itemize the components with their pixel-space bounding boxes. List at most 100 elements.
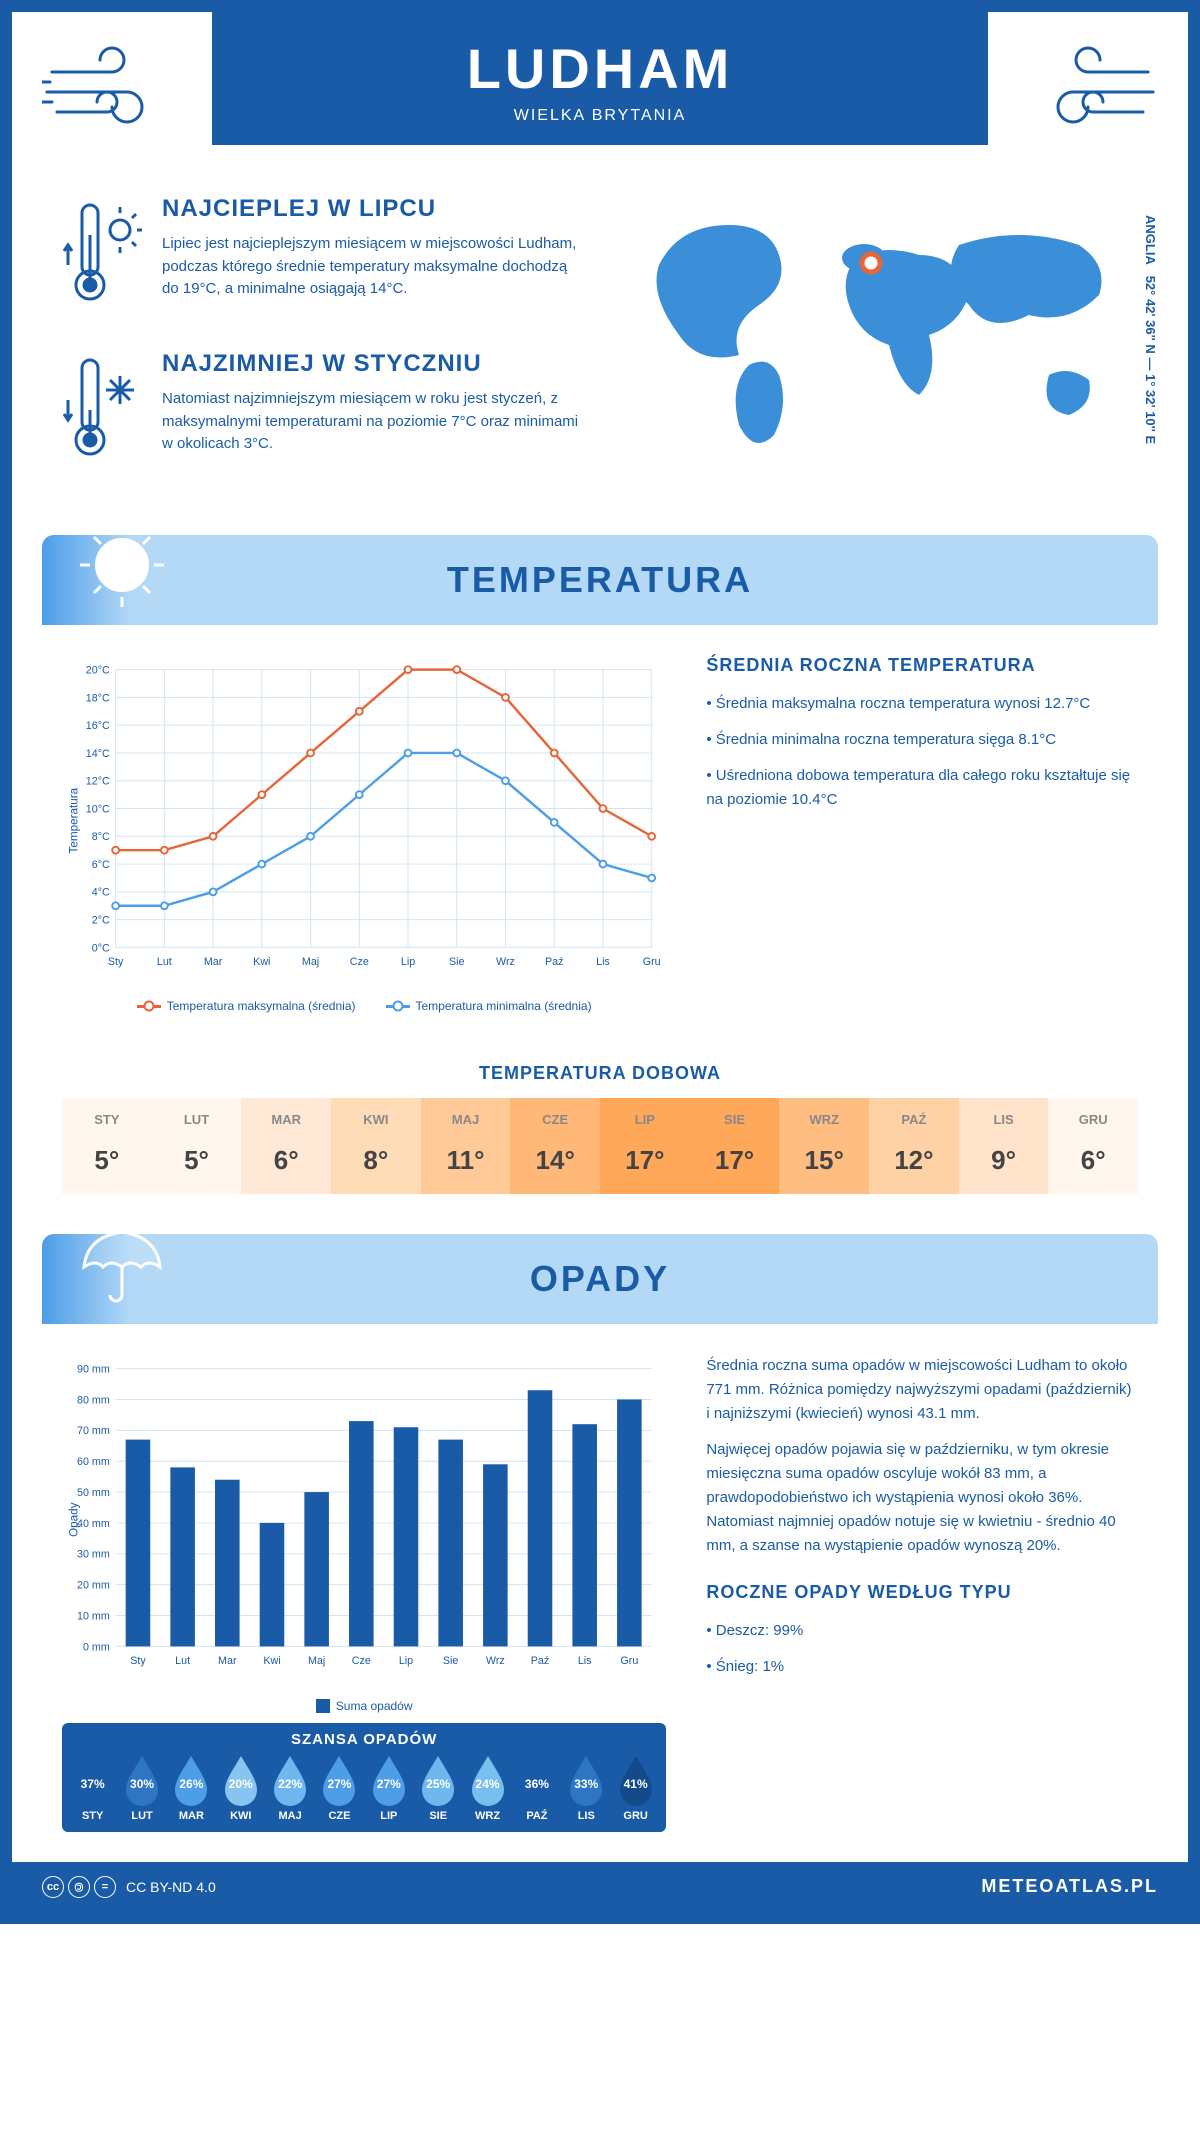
svg-text:Paź: Paź	[531, 1655, 549, 1667]
svg-text:Mar: Mar	[218, 1655, 237, 1667]
daily-temp-cell: MAR6°	[241, 1098, 331, 1194]
daily-temp-cell: PAŹ12°	[869, 1098, 959, 1194]
coordinates: ANGLIA 52° 42' 36'' N — 1° 32' 10'' E	[1143, 215, 1158, 444]
annual-temp-title: ŚREDNIA ROCZNA TEMPERATURA	[706, 655, 1138, 676]
location-country: WIELKA BRYTANIA	[212, 107, 988, 125]
precip-body: 0 mm10 mm20 mm30 mm40 mm50 mm60 mm70 mm8…	[12, 1324, 1188, 1861]
svg-text:4°C: 4°C	[92, 887, 110, 899]
svg-text:Gru: Gru	[643, 956, 661, 968]
svg-text:Cze: Cze	[350, 956, 369, 968]
daily-temp-cell: SIE17°	[690, 1098, 780, 1194]
svg-text:Lis: Lis	[578, 1655, 592, 1667]
svg-text:Opady: Opady	[68, 1503, 81, 1538]
precip-section-header: OPADY	[42, 1234, 1158, 1324]
fact-warm-text: Lipiec jest najcieplejszym miesiącem w m…	[162, 233, 580, 301]
rain-drop: 25%SIE	[414, 1754, 463, 1822]
wind-icon-right	[1018, 42, 1158, 142]
wind-icon-left	[42, 42, 182, 142]
svg-text:40 mm: 40 mm	[77, 1518, 110, 1530]
precipitation-bar-chart: 0 mm10 mm20 mm30 mm40 mm50 mm60 mm70 mm8…	[62, 1354, 666, 1685]
rain-drop: 26%MAR	[167, 1754, 216, 1822]
temperature-section-header: TEMPERATURA	[42, 535, 1158, 625]
license-text: CC BY-ND 4.0	[126, 1879, 216, 1895]
precip-type-items: • Deszcz: 99%• Śnieg: 1%	[706, 1619, 1138, 1679]
sun-icon	[72, 515, 172, 615]
svg-text:0 mm: 0 mm	[83, 1642, 110, 1654]
annual-temp-bullets: • Średnia maksymalna roczna temperatura …	[706, 692, 1138, 812]
svg-text:2°C: 2°C	[92, 915, 110, 927]
svg-text:Wrz: Wrz	[486, 1655, 505, 1667]
svg-text:16°C: 16°C	[86, 720, 110, 732]
precip-legend: Suma opadów	[62, 1699, 666, 1713]
svg-text:60 mm: 60 mm	[77, 1457, 110, 1469]
precip-title: OPADY	[42, 1258, 1158, 1300]
temperature-line-chart: 0°C2°C4°C6°C8°C10°C12°C14°C16°C18°C20°CS…	[62, 655, 666, 986]
svg-text:Wrz: Wrz	[496, 956, 515, 968]
daily-temp-cell: LIP17°	[600, 1098, 690, 1194]
coords-text: 52° 42' 36'' N — 1° 32' 10'' E	[1143, 276, 1158, 444]
cc-icons: cc🄯=	[42, 1876, 116, 1898]
precip-paragraphs: Średnia roczna suma opadów w miejscowośc…	[706, 1354, 1138, 1558]
rain-drop: 22%MAJ	[265, 1754, 314, 1822]
rain-drop: 24%WRZ	[463, 1754, 512, 1822]
fact-warm-title: NAJCIEPLEJ W LIPCU	[162, 195, 580, 223]
site-name: METEOATLAS.PL	[981, 1876, 1158, 1897]
svg-text:80 mm: 80 mm	[77, 1395, 110, 1407]
header-banner: LUDHAM WIELKA BRYTANIA	[212, 12, 988, 145]
rain-chance-drops: 37%STY30%LUT26%MAR20%KWI22%MAJ27%CZE27%L…	[62, 1754, 666, 1822]
rain-drop: 27%LIP	[364, 1754, 413, 1822]
svg-text:Sty: Sty	[130, 1655, 146, 1667]
svg-text:90 mm: 90 mm	[77, 1364, 110, 1376]
daily-temp-grid: STY5°LUT5°MAR6°KWI8°MAJ11°CZE14°LIP17°SI…	[62, 1098, 1138, 1194]
svg-text:Lip: Lip	[399, 1655, 413, 1667]
intro-section: NAJCIEPLEJ W LIPCU Lipiec jest najcieple…	[12, 165, 1188, 535]
svg-text:Sie: Sie	[449, 956, 465, 968]
temperature-body: 0°C2°C4°C6°C8°C10°C12°C14°C16°C18°C20°CS…	[12, 625, 1188, 1043]
world-map	[620, 195, 1138, 455]
daily-temp-title: TEMPERATURA DOBOWA	[12, 1063, 1188, 1084]
daily-temp-cell: LIS9°	[959, 1098, 1049, 1194]
svg-text:Kwi: Kwi	[253, 956, 270, 968]
svg-text:Lip: Lip	[401, 956, 415, 968]
fact-warmest: NAJCIEPLEJ W LIPCU Lipiec jest najcieple…	[62, 195, 580, 320]
svg-text:8°C: 8°C	[92, 831, 110, 843]
svg-text:20°C: 20°C	[86, 665, 110, 677]
daily-temp-cell: STY5°	[62, 1098, 152, 1194]
coords-region: ANGLIA	[1143, 215, 1158, 265]
daily-temp-cell: GRU6°	[1048, 1098, 1138, 1194]
svg-text:14°C: 14°C	[86, 748, 110, 760]
svg-text:Sty: Sty	[108, 956, 124, 968]
svg-text:6°C: 6°C	[92, 859, 110, 871]
svg-text:Gru: Gru	[620, 1655, 638, 1667]
rain-chance-title: SZANSA OPADÓW	[62, 1731, 666, 1748]
precip-type-title: ROCZNE OPADY WEDŁUG TYPU	[706, 1582, 1138, 1603]
daily-temp-cell: CZE14°	[510, 1098, 600, 1194]
daily-temp-cell: LUT5°	[152, 1098, 242, 1194]
daily-temp-cell: KWI8°	[331, 1098, 421, 1194]
rain-drop: 30%LUT	[117, 1754, 166, 1822]
fact-coldest: NAJZIMNIEJ W STYCZNIU Natomiast najzimni…	[62, 350, 580, 475]
svg-text:50 mm: 50 mm	[77, 1487, 110, 1499]
rain-chance-box: SZANSA OPADÓW 37%STY30%LUT26%MAR20%KWI22…	[62, 1723, 666, 1832]
rain-drop: 27%CZE	[315, 1754, 364, 1822]
rain-drop: 36%PAŹ	[512, 1754, 561, 1822]
svg-text:12°C: 12°C	[86, 776, 110, 788]
page: LUDHAM WIELKA BRYTANIA NAJCIEPLEJ W LIPC…	[0, 0, 1200, 1924]
rain-drop: 37%STY	[68, 1754, 117, 1822]
thermometer-snow-icon	[62, 350, 142, 475]
fact-cold-title: NAJZIMNIEJ W STYCZNIU	[162, 350, 580, 378]
svg-text:Cze: Cze	[352, 1655, 371, 1667]
thermometer-sun-icon	[62, 195, 142, 320]
svg-text:Lut: Lut	[157, 956, 172, 968]
svg-text:Temperatura: Temperatura	[68, 787, 81, 853]
precip-legend-label: Suma opadów	[336, 1699, 413, 1713]
svg-text:70 mm: 70 mm	[77, 1426, 110, 1438]
svg-text:Paź: Paź	[545, 956, 563, 968]
svg-text:18°C: 18°C	[86, 692, 110, 704]
svg-text:Maj: Maj	[302, 956, 319, 968]
temperature-legend: Temperatura maksymalna (średnia)Temperat…	[62, 999, 666, 1013]
rain-drop: 33%LIS	[562, 1754, 611, 1822]
svg-text:10 mm: 10 mm	[77, 1611, 110, 1623]
svg-text:Lut: Lut	[175, 1655, 190, 1667]
rain-drop: 41%GRU	[611, 1754, 660, 1822]
